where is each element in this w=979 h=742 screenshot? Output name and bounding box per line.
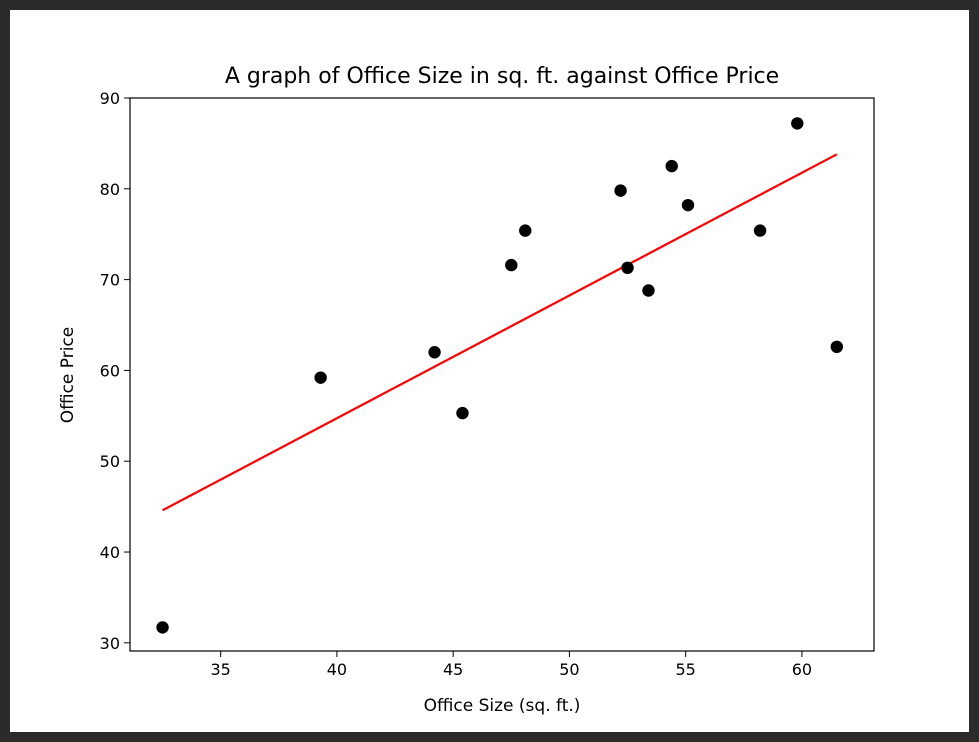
plot-area — [129, 97, 875, 652]
data-point — [314, 371, 327, 384]
chart-title: A graph of Office Size in sq. ft. agains… — [225, 64, 779, 89]
data-point — [456, 406, 469, 420]
data-point — [791, 117, 804, 130]
data-point — [665, 159, 678, 173]
data-point — [519, 224, 532, 237]
data-point — [621, 261, 634, 275]
y-tick-label: 30 — [100, 634, 120, 653]
y-tick-label: 60 — [100, 361, 120, 380]
data-point — [156, 621, 169, 634]
data-point — [428, 346, 441, 359]
figure: A graph of Office Size in sq. ft. agains… — [10, 10, 969, 732]
y-tick-label: 70 — [100, 271, 120, 290]
regression-line — [162, 153, 838, 512]
plot-frame — [129, 97, 875, 652]
y-tick-label: 40 — [100, 543, 120, 562]
y-tick-label: 80 — [100, 180, 120, 199]
x-axis: 35 40 45 50 55 60 — [210, 651, 812, 679]
x-tick-label: 35 — [210, 660, 230, 679]
data-point — [753, 224, 767, 237]
x-tick-label: 45 — [443, 660, 463, 679]
x-tick-label: 50 — [559, 660, 579, 679]
x-tick-label: 40 — [327, 660, 347, 679]
series-layer — [156, 117, 843, 634]
scatter-chart: A graph of Office Size in sq. ft. agains… — [58, 64, 875, 716]
data-point — [505, 258, 518, 272]
y-tick-label: 90 — [100, 89, 120, 108]
x-tick-label: 60 — [792, 660, 812, 679]
y-tick-label: 50 — [100, 452, 120, 471]
data-point — [681, 198, 695, 212]
y-axis-label: Office Price — [58, 327, 78, 424]
data-point — [830, 340, 843, 354]
data-point — [614, 184, 627, 197]
x-tick-label: 55 — [675, 660, 695, 679]
data-point — [642, 284, 655, 297]
y-axis: 30 40 50 60 70 80 90 — [100, 89, 130, 653]
x-axis-label: Office Size (sq. ft.) — [424, 696, 581, 716]
